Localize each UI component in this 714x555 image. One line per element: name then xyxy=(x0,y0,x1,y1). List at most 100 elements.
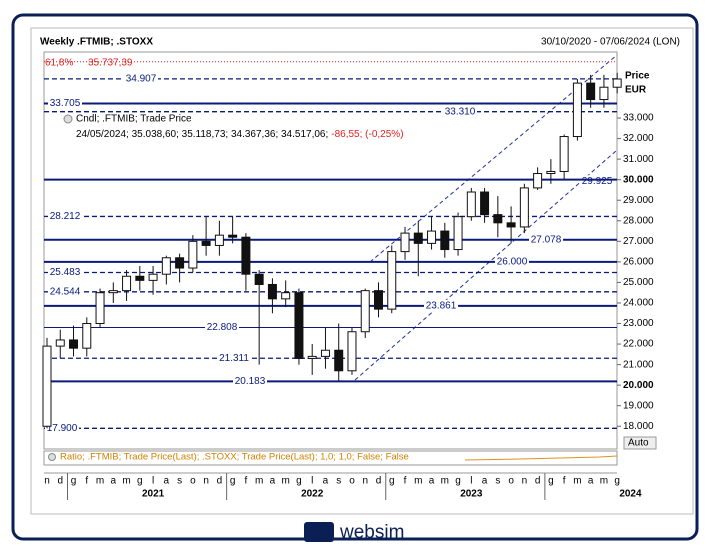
x-tick-label: l xyxy=(311,476,313,487)
level-label-bg xyxy=(443,105,477,118)
x-tick-label: g xyxy=(614,476,620,487)
year-label: 2024 xyxy=(619,489,642,500)
candle-body xyxy=(453,216,463,251)
x-tick-label: d xyxy=(57,476,63,487)
level-label-bg xyxy=(424,299,458,312)
x-tick-label: m xyxy=(441,476,449,487)
legend-change: -86,55; (-0,25%) xyxy=(331,129,403,140)
level-label: 29.925 xyxy=(582,176,613,187)
axis-label: Price xyxy=(625,71,650,82)
x-tick-label: f xyxy=(85,476,88,487)
currency: EUR xyxy=(625,85,647,96)
level-label: 24.544 xyxy=(50,286,81,297)
level-label: 33.310 xyxy=(445,106,476,117)
candle-body xyxy=(427,230,437,244)
candle-body xyxy=(161,257,171,275)
candle-body xyxy=(55,339,65,347)
chart-panel xyxy=(30,27,694,515)
x-tick-label: m xyxy=(600,476,608,487)
x-tick-label: g xyxy=(296,476,302,487)
y-tick-label: 25.000 xyxy=(623,277,654,288)
x-tick-label: g xyxy=(389,476,395,487)
y-tick-label: 29.000 xyxy=(623,195,654,206)
candle-body xyxy=(214,234,224,246)
candle-body xyxy=(599,86,609,101)
candle-body xyxy=(148,273,158,281)
candle-body xyxy=(281,292,291,300)
level-label: 34.907 xyxy=(126,73,157,84)
legend-values: 24/05/2024; 35.038,60; 35.118,73; 34.367… xyxy=(76,129,404,140)
ratio-label: Ratio; .FTMIB; Trade Price(Last); .STOXX… xyxy=(60,452,409,463)
candle-body xyxy=(493,214,503,224)
x-tick-label: d xyxy=(535,476,541,487)
level-label: 21.311 xyxy=(219,353,249,364)
x-tick-label: o xyxy=(349,476,355,487)
x-tick-label: l xyxy=(470,476,472,487)
x-tick-label: m xyxy=(573,476,581,487)
x-tick-label: g xyxy=(548,476,554,487)
candle-body xyxy=(400,232,410,253)
candle-body xyxy=(122,275,132,292)
level-label-bg xyxy=(124,72,158,85)
candle-body xyxy=(135,275,145,281)
candle-body xyxy=(201,240,211,246)
level-label: 22.808 xyxy=(207,322,238,333)
x-tick-label: a xyxy=(164,476,170,487)
candle-body xyxy=(559,136,569,172)
x-tick-label: g xyxy=(230,476,236,487)
legend-bg xyxy=(62,114,342,144)
x-tick-label: g xyxy=(137,476,143,487)
x-tick-label: f xyxy=(245,476,248,487)
candle-body xyxy=(320,349,330,357)
legend-values-text: 24/05/2024; 35.038,60; 35.118,73; 34.367… xyxy=(76,129,328,140)
candle-body xyxy=(42,345,52,427)
y-tick-label: 24.000 xyxy=(623,298,654,309)
auto-button[interactable] xyxy=(623,436,657,450)
y-tick-label: 20.000 xyxy=(623,380,654,391)
level-label: 33.705 xyxy=(50,98,81,109)
ratio-panel xyxy=(43,450,618,466)
candle-body xyxy=(466,191,476,218)
candle-body xyxy=(387,251,397,310)
y-tick-label: 28.000 xyxy=(623,215,654,226)
level-label-bg xyxy=(580,175,614,188)
plot-frame xyxy=(43,51,618,450)
x-tick-label: s xyxy=(336,476,341,487)
candle-body xyxy=(254,273,264,285)
x-tick-label: m xyxy=(282,476,290,487)
candle-body xyxy=(533,173,543,189)
level-label-bg xyxy=(48,266,82,279)
auto-label: Auto xyxy=(628,438,649,449)
level-label-bg xyxy=(48,210,82,223)
candle-body xyxy=(228,234,238,238)
y-tick-label: 23.000 xyxy=(623,318,654,329)
candle-body xyxy=(347,331,357,372)
x-tick-label: f xyxy=(404,476,407,487)
x-tick-label: n xyxy=(362,476,368,487)
x-tick-label: a xyxy=(323,476,329,487)
legend-icon[interactable] xyxy=(63,114,73,124)
candle-body xyxy=(413,232,423,244)
level-label-bg xyxy=(48,285,82,298)
y-tick-label: 21.000 xyxy=(623,359,654,370)
candle-body xyxy=(480,191,490,216)
x-tick-label: o xyxy=(190,476,196,487)
x-tick-label: a xyxy=(111,476,117,487)
x-tick-label: a xyxy=(429,476,435,487)
fib-pct: 61,8% xyxy=(45,57,73,68)
level-label: 26.000 xyxy=(497,257,528,268)
x-tick-label: a xyxy=(482,476,488,487)
candle-body xyxy=(69,339,79,349)
candle-body xyxy=(267,283,277,300)
logo-text: websim xyxy=(339,522,404,543)
x-tick-label: g xyxy=(455,476,461,487)
ratio-icon[interactable] xyxy=(48,453,56,461)
level-label: 23.861 xyxy=(426,300,457,311)
level-label: 25.483 xyxy=(50,267,81,278)
level-label: 28.212 xyxy=(50,211,81,222)
candle-body xyxy=(241,236,251,275)
x-tick-label: n xyxy=(44,476,50,487)
y-tick-label: 31.000 xyxy=(623,154,654,165)
x-tick-label: g xyxy=(71,476,77,487)
candle-body xyxy=(294,292,304,359)
